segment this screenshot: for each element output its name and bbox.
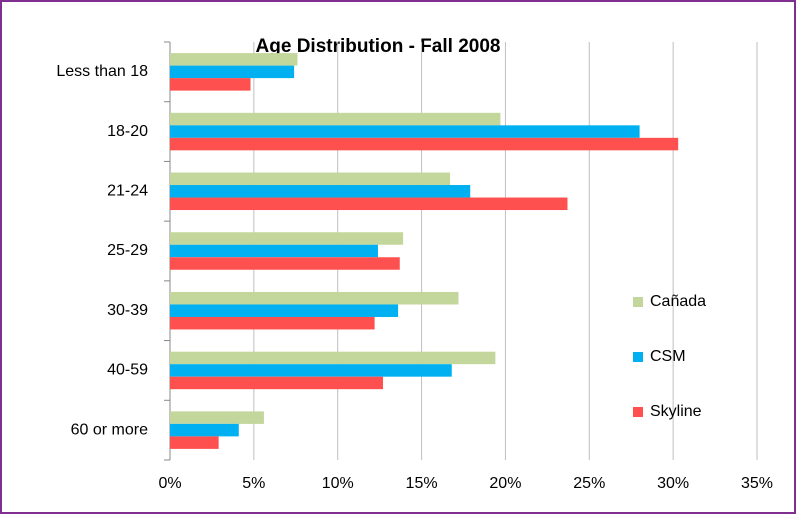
y-tick-label: 40-59 — [107, 362, 148, 379]
bar — [170, 78, 251, 91]
bar — [170, 172, 451, 186]
bar — [170, 232, 404, 245]
y-tick-label: 18-20 — [107, 123, 148, 140]
y-tick-label: 25-29 — [107, 242, 148, 259]
x-tick-label: 30% — [657, 475, 689, 492]
bar — [170, 53, 298, 66]
x-tick-label: 5% — [242, 475, 265, 492]
legend-swatch — [633, 407, 643, 417]
bar — [170, 112, 501, 126]
bar — [170, 423, 239, 437]
x-tick-label: 20% — [489, 475, 521, 492]
bar — [170, 436, 219, 449]
legend-swatch — [633, 352, 643, 362]
y-tick-label: 30-39 — [107, 302, 148, 319]
bar — [170, 291, 459, 305]
chart-title: Age Distribution - Fall 2008 — [256, 36, 501, 57]
bar — [170, 411, 264, 424]
y-tick-label: 60 or more — [71, 421, 148, 438]
bar — [170, 125, 640, 138]
y-tick-label: Less than 18 — [56, 63, 148, 80]
x-tick-label: 15% — [406, 475, 438, 492]
legend-label: Cañada — [650, 293, 706, 310]
bar — [170, 376, 383, 390]
bar — [170, 257, 400, 270]
bar — [170, 197, 568, 211]
legend-label: CSM — [650, 348, 686, 365]
bar — [170, 316, 375, 330]
bar — [170, 185, 471, 198]
legend-label: Skyline — [650, 403, 702, 420]
x-tick-label: 0% — [158, 475, 181, 492]
x-tick-label: 10% — [322, 475, 354, 492]
bar — [170, 137, 679, 151]
y-tick-label: 21-24 — [107, 183, 148, 200]
bar — [170, 364, 452, 377]
bar — [170, 304, 399, 317]
legend-swatch — [633, 297, 643, 307]
x-tick-label: 25% — [573, 475, 605, 492]
bar — [170, 244, 378, 258]
bar — [170, 65, 295, 79]
bar — [170, 351, 496, 365]
x-tick-label: 35% — [741, 475, 773, 492]
